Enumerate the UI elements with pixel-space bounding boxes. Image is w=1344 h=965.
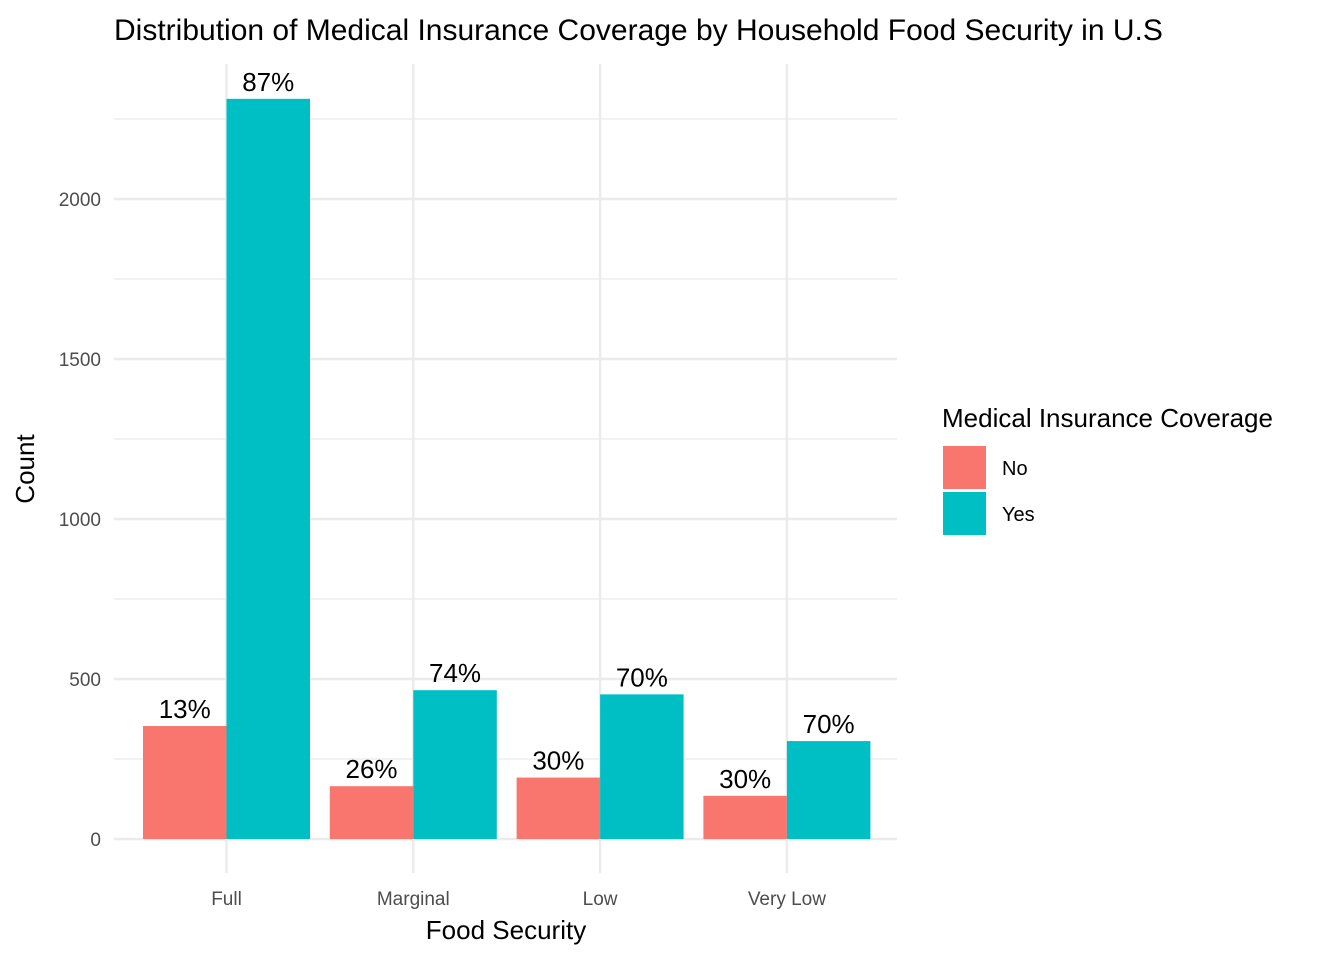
x-tick-label-2: Low: [583, 889, 618, 910]
legend: Medical Insurance Coverage No Yes: [942, 403, 1273, 535]
data-label-yes-low: 70%: [616, 662, 668, 692]
x-tick-label-3: Very Low: [748, 889, 826, 910]
data-label-no-marginal: 26%: [346, 754, 398, 784]
x-tick-label-1: Marginal: [377, 889, 450, 910]
data-label-no-low: 30%: [532, 746, 584, 776]
data-label-no-very-low: 30%: [719, 764, 771, 794]
bar-no-very-low: [703, 795, 787, 839]
y-tick-label-0: 0: [90, 830, 101, 851]
y-tick-label-2: 1000: [59, 510, 101, 531]
bar-yes-marginal: [413, 690, 497, 839]
bar-yes-low: [600, 694, 684, 839]
bar-yes-very-low: [786, 741, 871, 839]
bars: [143, 98, 871, 840]
y-tick-label-3: 1500: [59, 350, 101, 371]
chart-title: Distribution of Medical Insurance Covera…: [114, 14, 1163, 47]
y-axis-ticks: 0 500 1000 1500 2000: [59, 190, 101, 851]
y-axis-title: Count: [10, 434, 40, 504]
legend-items: No Yes: [943, 446, 1035, 535]
data-label-yes-marginal: 74%: [429, 658, 481, 688]
x-tick-label-0: Full: [211, 889, 242, 910]
x-axis-title: Food Security: [426, 915, 586, 945]
bar-no-low: [516, 777, 601, 839]
data-label-yes-very-low: 70%: [803, 709, 855, 739]
y-tick-label-4: 2000: [59, 190, 101, 211]
bar-no-marginal: [329, 786, 414, 839]
y-tick-label-1: 500: [69, 670, 101, 691]
legend-key-no: [943, 446, 986, 489]
legend-label-yes: Yes: [1002, 504, 1035, 526]
legend-key-yes: [943, 492, 986, 535]
bar-yes-full: [226, 98, 310, 840]
x-axis-ticks: Full Marginal Low Very Low: [211, 889, 826, 910]
bar-labels: 13% 87% 26% 74% 30% 70% 30% 70%: [159, 67, 855, 794]
bar-no-full: [143, 726, 227, 839]
data-label-yes-full: 87%: [242, 67, 294, 97]
legend-label-no: No: [1002, 458, 1028, 480]
legend-title: Medical Insurance Coverage: [942, 403, 1273, 433]
data-label-no-full: 13%: [159, 694, 211, 724]
